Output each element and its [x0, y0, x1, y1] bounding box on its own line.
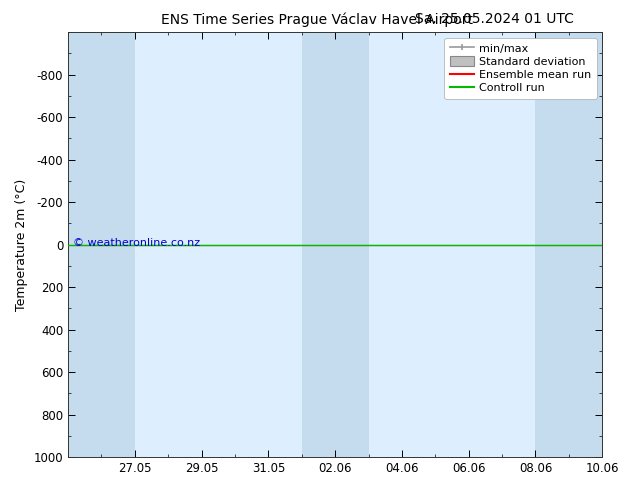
- Text: Sa. 25.05.2024 01 UTC: Sa. 25.05.2024 01 UTC: [415, 12, 574, 26]
- Bar: [302, 32, 368, 457]
- Bar: [68, 32, 135, 457]
- Bar: [536, 32, 602, 457]
- Legend: min/max, Standard deviation, Ensemble mean run, Controll run: min/max, Standard deviation, Ensemble me…: [444, 38, 597, 99]
- Text: © weatheronline.co.nz: © weatheronline.co.nz: [74, 238, 200, 247]
- Text: ENS Time Series Prague Václav Havel Airport: ENS Time Series Prague Václav Havel Airp…: [161, 12, 473, 27]
- Y-axis label: Temperature 2m (°C): Temperature 2m (°C): [15, 178, 28, 311]
